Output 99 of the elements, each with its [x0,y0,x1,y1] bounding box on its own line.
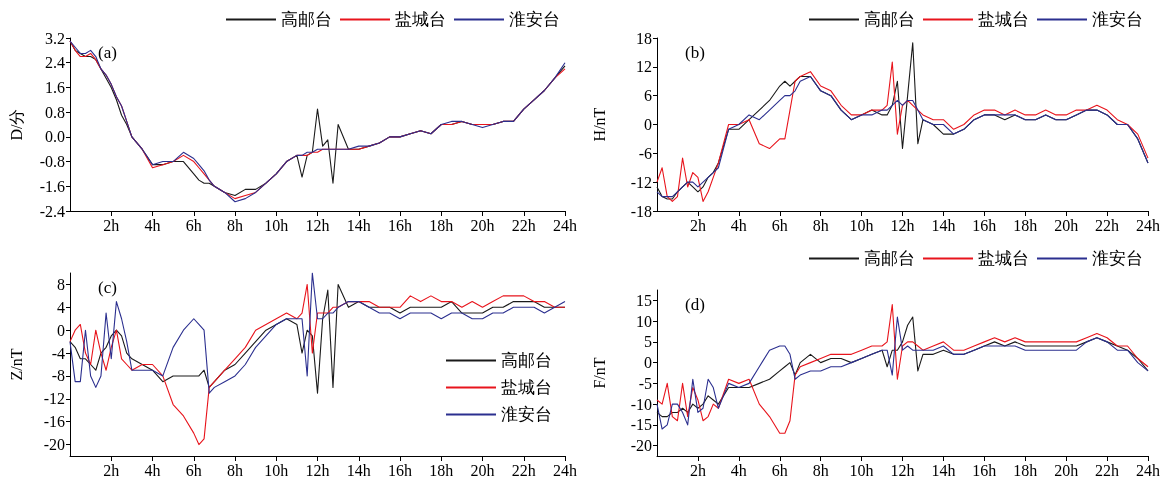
y-tick-label: -2.4 [39,202,65,220]
y-tick-label: 0.0 [45,128,65,146]
x-tick-label: 20h [1054,461,1079,478]
y-tick-label: 2.4 [45,54,65,72]
y-tick-label: -0.8 [39,153,65,171]
y-tick-label: 5 [644,333,652,351]
y-tick-label: -16 [43,413,65,431]
y-tick-label: 18 [636,29,652,47]
legend-label: 高邮台 [281,10,332,29]
y-tick-label: -20 [630,437,652,455]
y-tick-label: 0 [57,321,65,339]
legend-label: 淮安台 [1092,249,1143,268]
x-tick-label: 18h [429,216,454,234]
x-tick-label: 24h [1136,461,1160,478]
x-tick-label: 16h [388,216,412,234]
x-tick-label: 18h [429,461,454,478]
x-tick-label: 10h [849,216,874,234]
y-tick-label: 6 [644,87,652,105]
y-tick-label: 0.8 [45,103,65,121]
legend-label: 淮安台 [1092,10,1143,29]
x-tick-label: 14h [931,461,956,478]
legend-label: 盐城台 [978,10,1029,29]
x-tick-label: 4h [144,461,161,478]
legend-label: 高邮台 [864,249,915,268]
x-tick-label: 12h [890,461,915,478]
x-tick-label: 2h [103,216,120,234]
y-axis-title: H/nT [590,107,608,142]
x-tick-label: 16h [972,461,997,478]
y-tick-label: -10 [630,395,652,413]
x-tick-label: 22h [511,461,536,478]
x-tick-label: 14h [931,216,956,234]
x-tick-label: 8h [227,216,243,234]
x-tick-label: 6h [185,461,202,478]
y-tick-label: -15 [630,416,652,434]
x-tick-label: 22h [1095,216,1120,234]
y-tick-label: 0 [644,116,652,133]
x-tick-label: 16h [972,216,997,234]
y-tick-label: 12 [636,58,652,76]
x-tick-label: 10h [264,216,289,234]
y-tick-label: -8 [51,367,65,385]
x-tick-label: 12h [890,216,915,234]
y-axis-title: D/分 [7,108,25,141]
x-tick-label: 22h [511,216,536,234]
y-tick-label: 0 [644,354,652,372]
legend-label: 淮安台 [509,10,560,29]
x-tick-label: 24h [553,461,577,478]
y-tick-label: 8 [57,275,65,293]
y-tick-label: -5 [638,374,652,392]
x-tick-label: 24h [553,216,577,234]
x-tick-label: 6h [185,216,202,234]
legend-label: 盐城台 [978,249,1029,268]
x-tick-label: 4h [730,461,747,478]
y-tick-label: -20 [43,436,65,454]
x-tick-label: 8h [227,461,243,478]
y-tick-label: 10 [636,312,652,330]
x-tick-label: 12h [305,216,330,234]
x-tick-label: 4h [144,216,161,234]
x-tick-label: 18h [1013,216,1038,234]
x-tick-label: 6h [771,461,788,478]
x-tick-label: 14h [346,461,371,478]
y-tick-label: 1.6 [45,78,65,96]
annotation: (d) [685,295,705,314]
x-tick-label: 10h [849,461,874,478]
annotation: (c) [98,278,117,297]
x-tick-label: 22h [1095,461,1120,478]
y-tick-label: -1.6 [39,177,65,195]
legend-label: 盐城台 [501,378,552,397]
y-axis-title: Z/nT [7,348,25,381]
x-tick-label: 20h [1054,216,1079,234]
y-tick-label: -6 [638,144,652,162]
legend-label: 盐城台 [395,10,446,29]
x-tick-label: 8h [812,216,829,234]
annotation: (b) [685,43,705,62]
x-tick-label: 20h [470,461,495,478]
y-tick-label: -4 [51,344,65,362]
x-tick-label: 24h [1136,216,1160,234]
x-tick-label: 20h [470,216,495,234]
legend-label: 高邮台 [501,351,552,370]
x-tick-label: 18h [1013,461,1038,478]
y-tick-label: 4 [57,298,65,316]
y-axis-title: F/nT [590,357,608,389]
y-tick-label: -12 [630,173,652,191]
x-tick-label: 12h [305,461,330,478]
y-tick-label: -12 [43,390,65,408]
x-tick-label: 10h [264,461,289,478]
y-tick-label: 3.2 [45,29,65,47]
x-tick-label: 2h [689,461,706,478]
annotation: (a) [98,43,117,62]
x-tick-label: 4h [730,216,747,234]
x-tick-label: 14h [346,216,371,234]
legend-label: 高邮台 [864,10,915,29]
y-tick-label: -18 [630,202,652,220]
y-tick-label: 15 [636,291,652,309]
x-tick-label: 2h [689,216,706,234]
x-tick-label: 16h [388,461,412,478]
legend-label: 淮安台 [501,405,552,424]
x-tick-label: 6h [771,216,788,234]
x-tick-label: 2h [103,461,120,478]
x-tick-label: 8h [812,461,829,478]
